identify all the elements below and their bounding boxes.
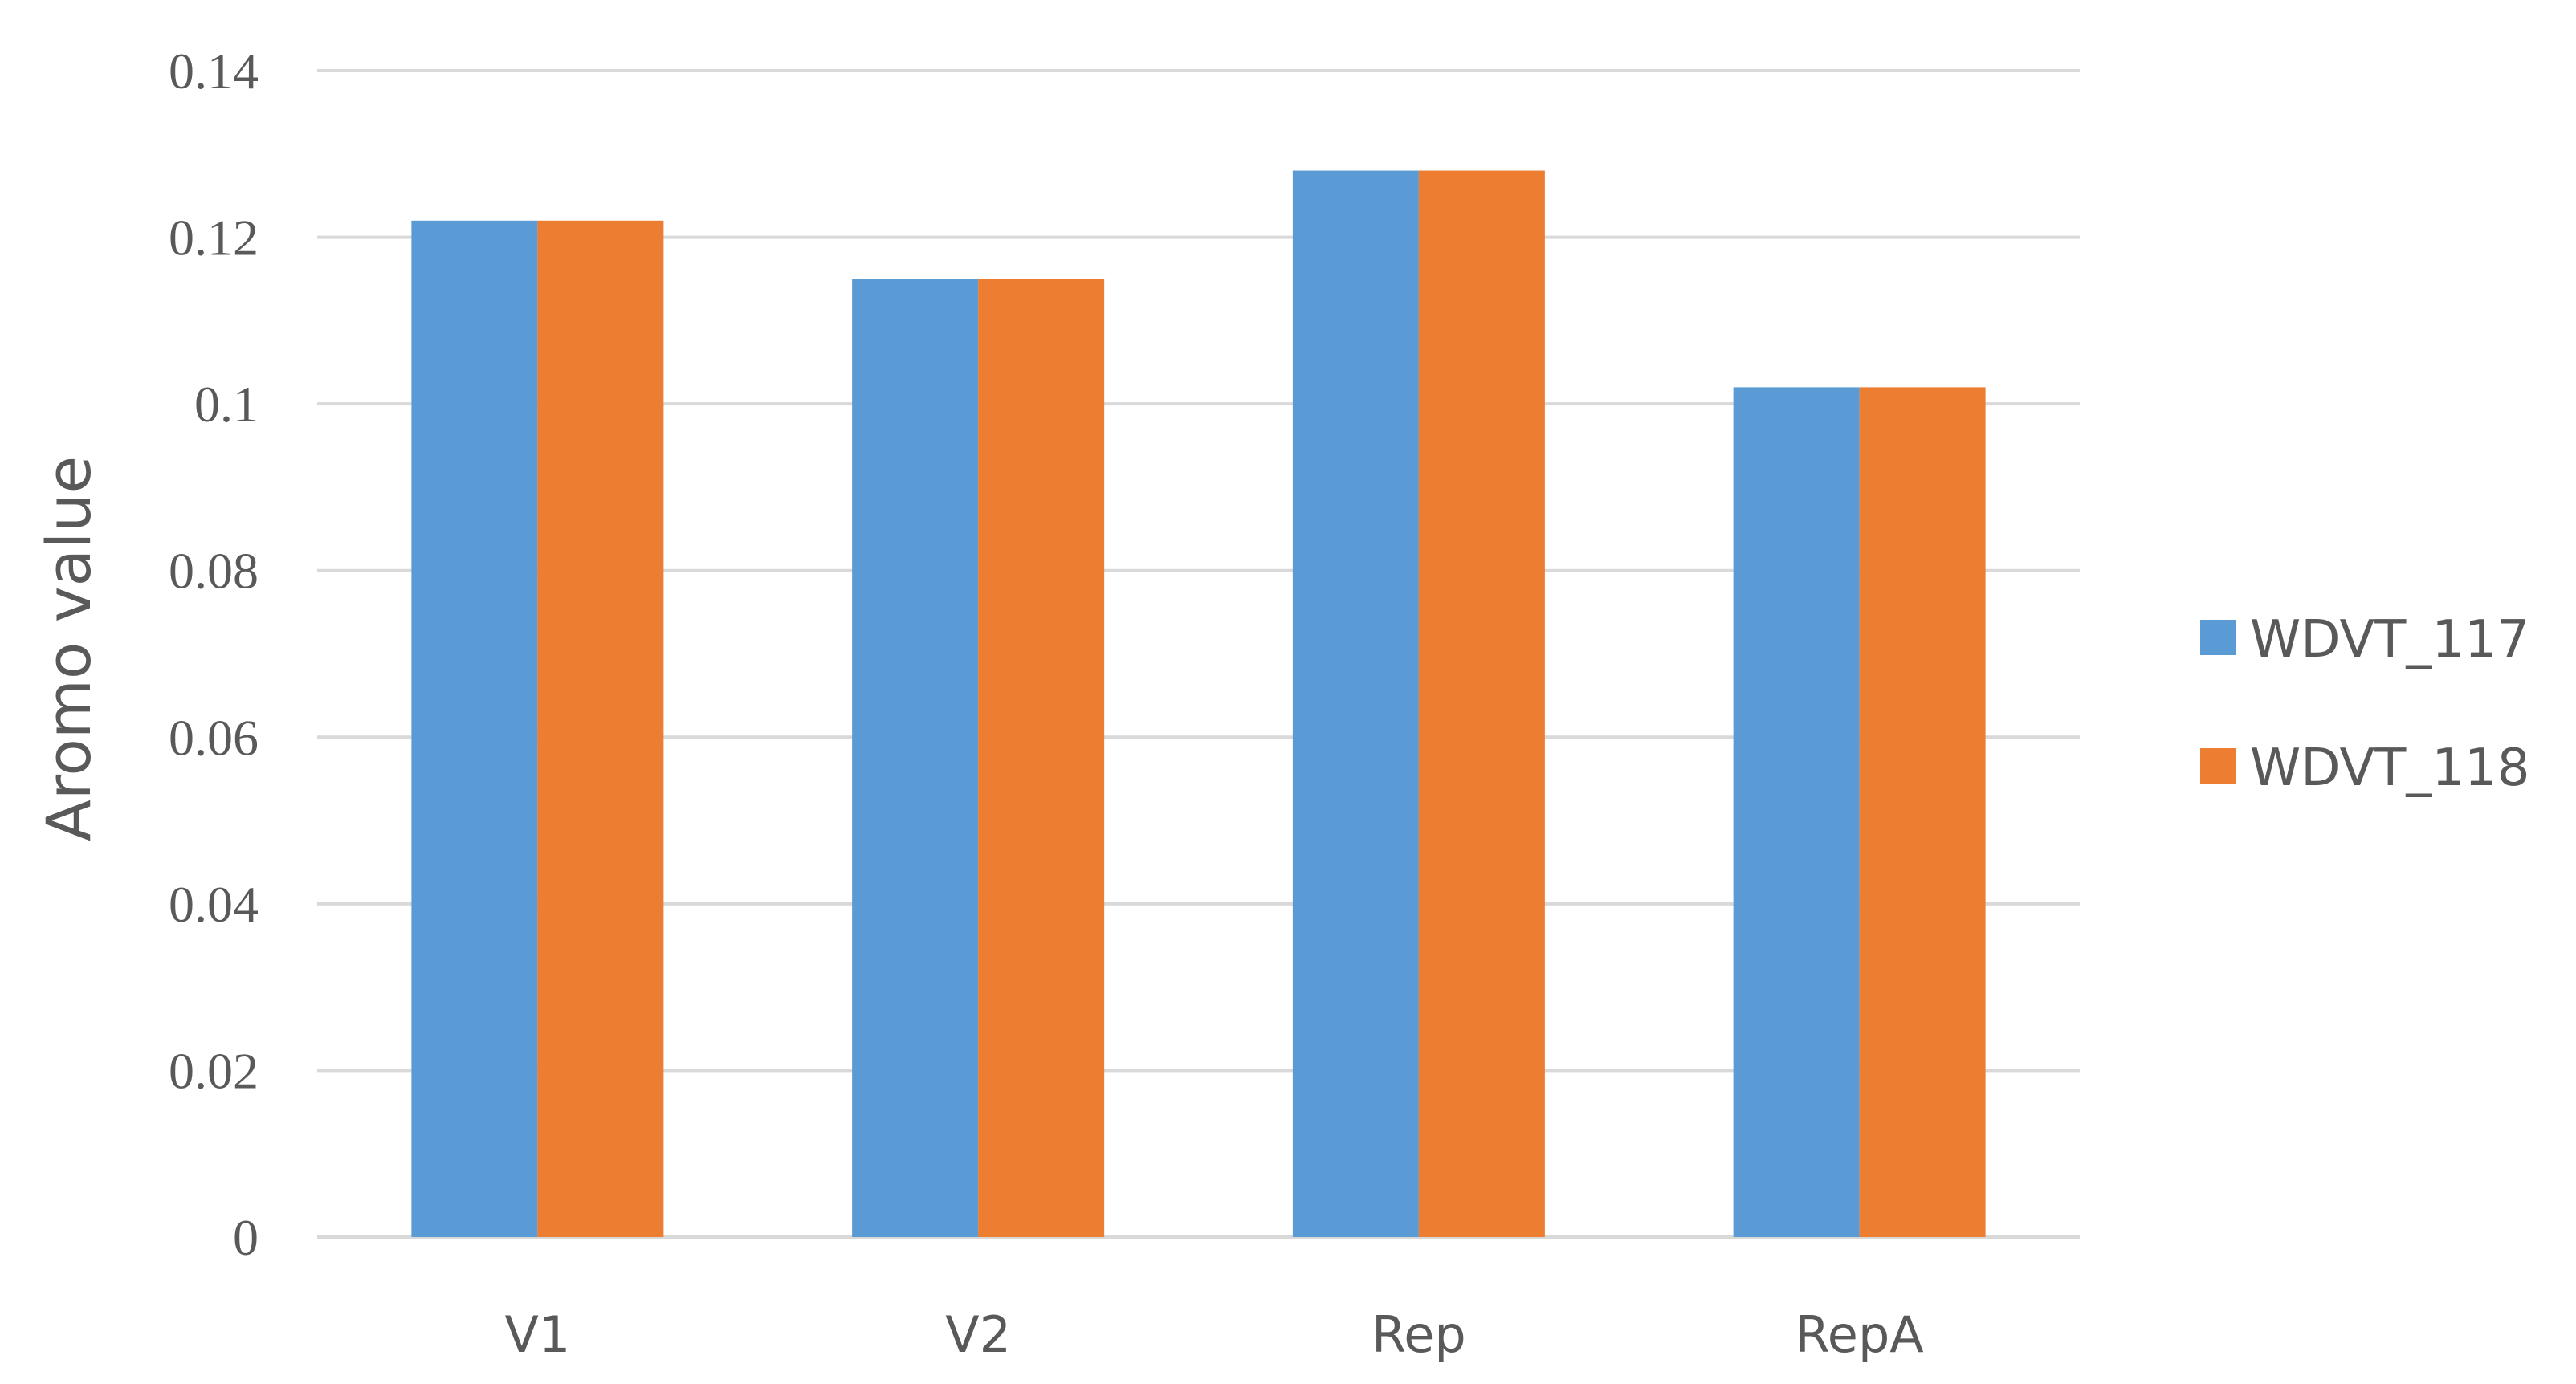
- bar-WDVT_118-Rep: [1418, 170, 1545, 1238]
- x-category-label: Rep: [1372, 1305, 1466, 1364]
- x-category-label: V2: [945, 1305, 1011, 1364]
- y-axis-title: Aromo value: [33, 456, 104, 841]
- y-tick-label: 0.02: [169, 1042, 259, 1099]
- y-tick-label: 0.04: [169, 876, 259, 933]
- bar-WDVT_117-Rep: [1292, 170, 1419, 1238]
- y-tick-label: 0.14: [169, 43, 259, 100]
- y-tick-label: 0: [233, 1209, 259, 1266]
- legend-label: WDVT_117: [2250, 610, 2529, 670]
- y-tick-label: 0.12: [169, 210, 259, 267]
- bar-WDVT_118-RepA: [1859, 387, 1986, 1237]
- legend-label: WDVT_118: [2250, 739, 2529, 798]
- bar-WDVT_118-V1: [537, 220, 664, 1237]
- x-category-label: V1: [504, 1305, 570, 1364]
- bar-WDVT_117-V1: [411, 220, 538, 1237]
- legend-swatch-WDVT_118: [2200, 748, 2236, 784]
- y-tick-label: 0.06: [169, 709, 259, 766]
- x-category-label: RepA: [1795, 1305, 1924, 1364]
- legend-swatch-WDVT_117: [2200, 620, 2236, 655]
- bar-WDVT_117-RepA: [1733, 387, 1860, 1237]
- y-axis-ticks: 0 0.02 0.04 0.06 0.08 0.1 0.12 0.14: [169, 43, 259, 1266]
- bars: [411, 170, 1986, 1238]
- y-tick-label: 0.08: [169, 543, 259, 600]
- bar-WDVT_117-V2: [852, 279, 979, 1237]
- y-tick-label: 0.1: [194, 376, 259, 433]
- bar-WDVT_118-V2: [978, 279, 1105, 1237]
- x-axis-categories: V1 V2 Rep RepA: [504, 1305, 1923, 1364]
- legend: WDVT_117 WDVT_118: [2200, 610, 2529, 798]
